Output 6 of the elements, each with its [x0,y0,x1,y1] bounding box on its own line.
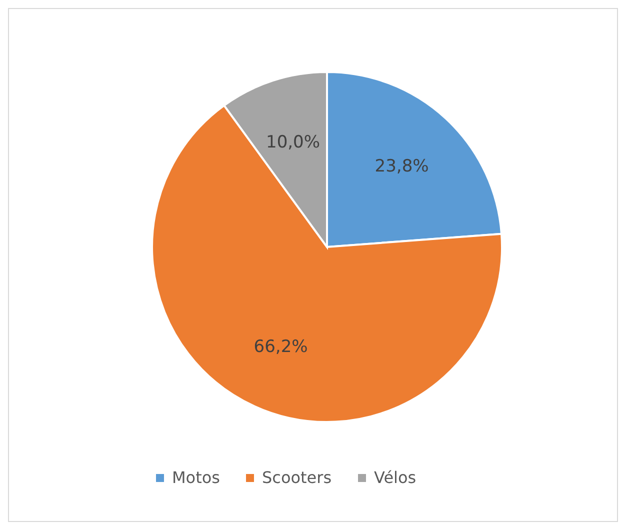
data-label: 23,8% [374,156,429,176]
legend-label: Motos [172,468,220,487]
data-label: 66,2% [254,336,308,357]
data-label: 10,0% [266,132,320,152]
legend-label: Vélos [374,468,416,487]
legend-label: Scooters [262,468,332,487]
